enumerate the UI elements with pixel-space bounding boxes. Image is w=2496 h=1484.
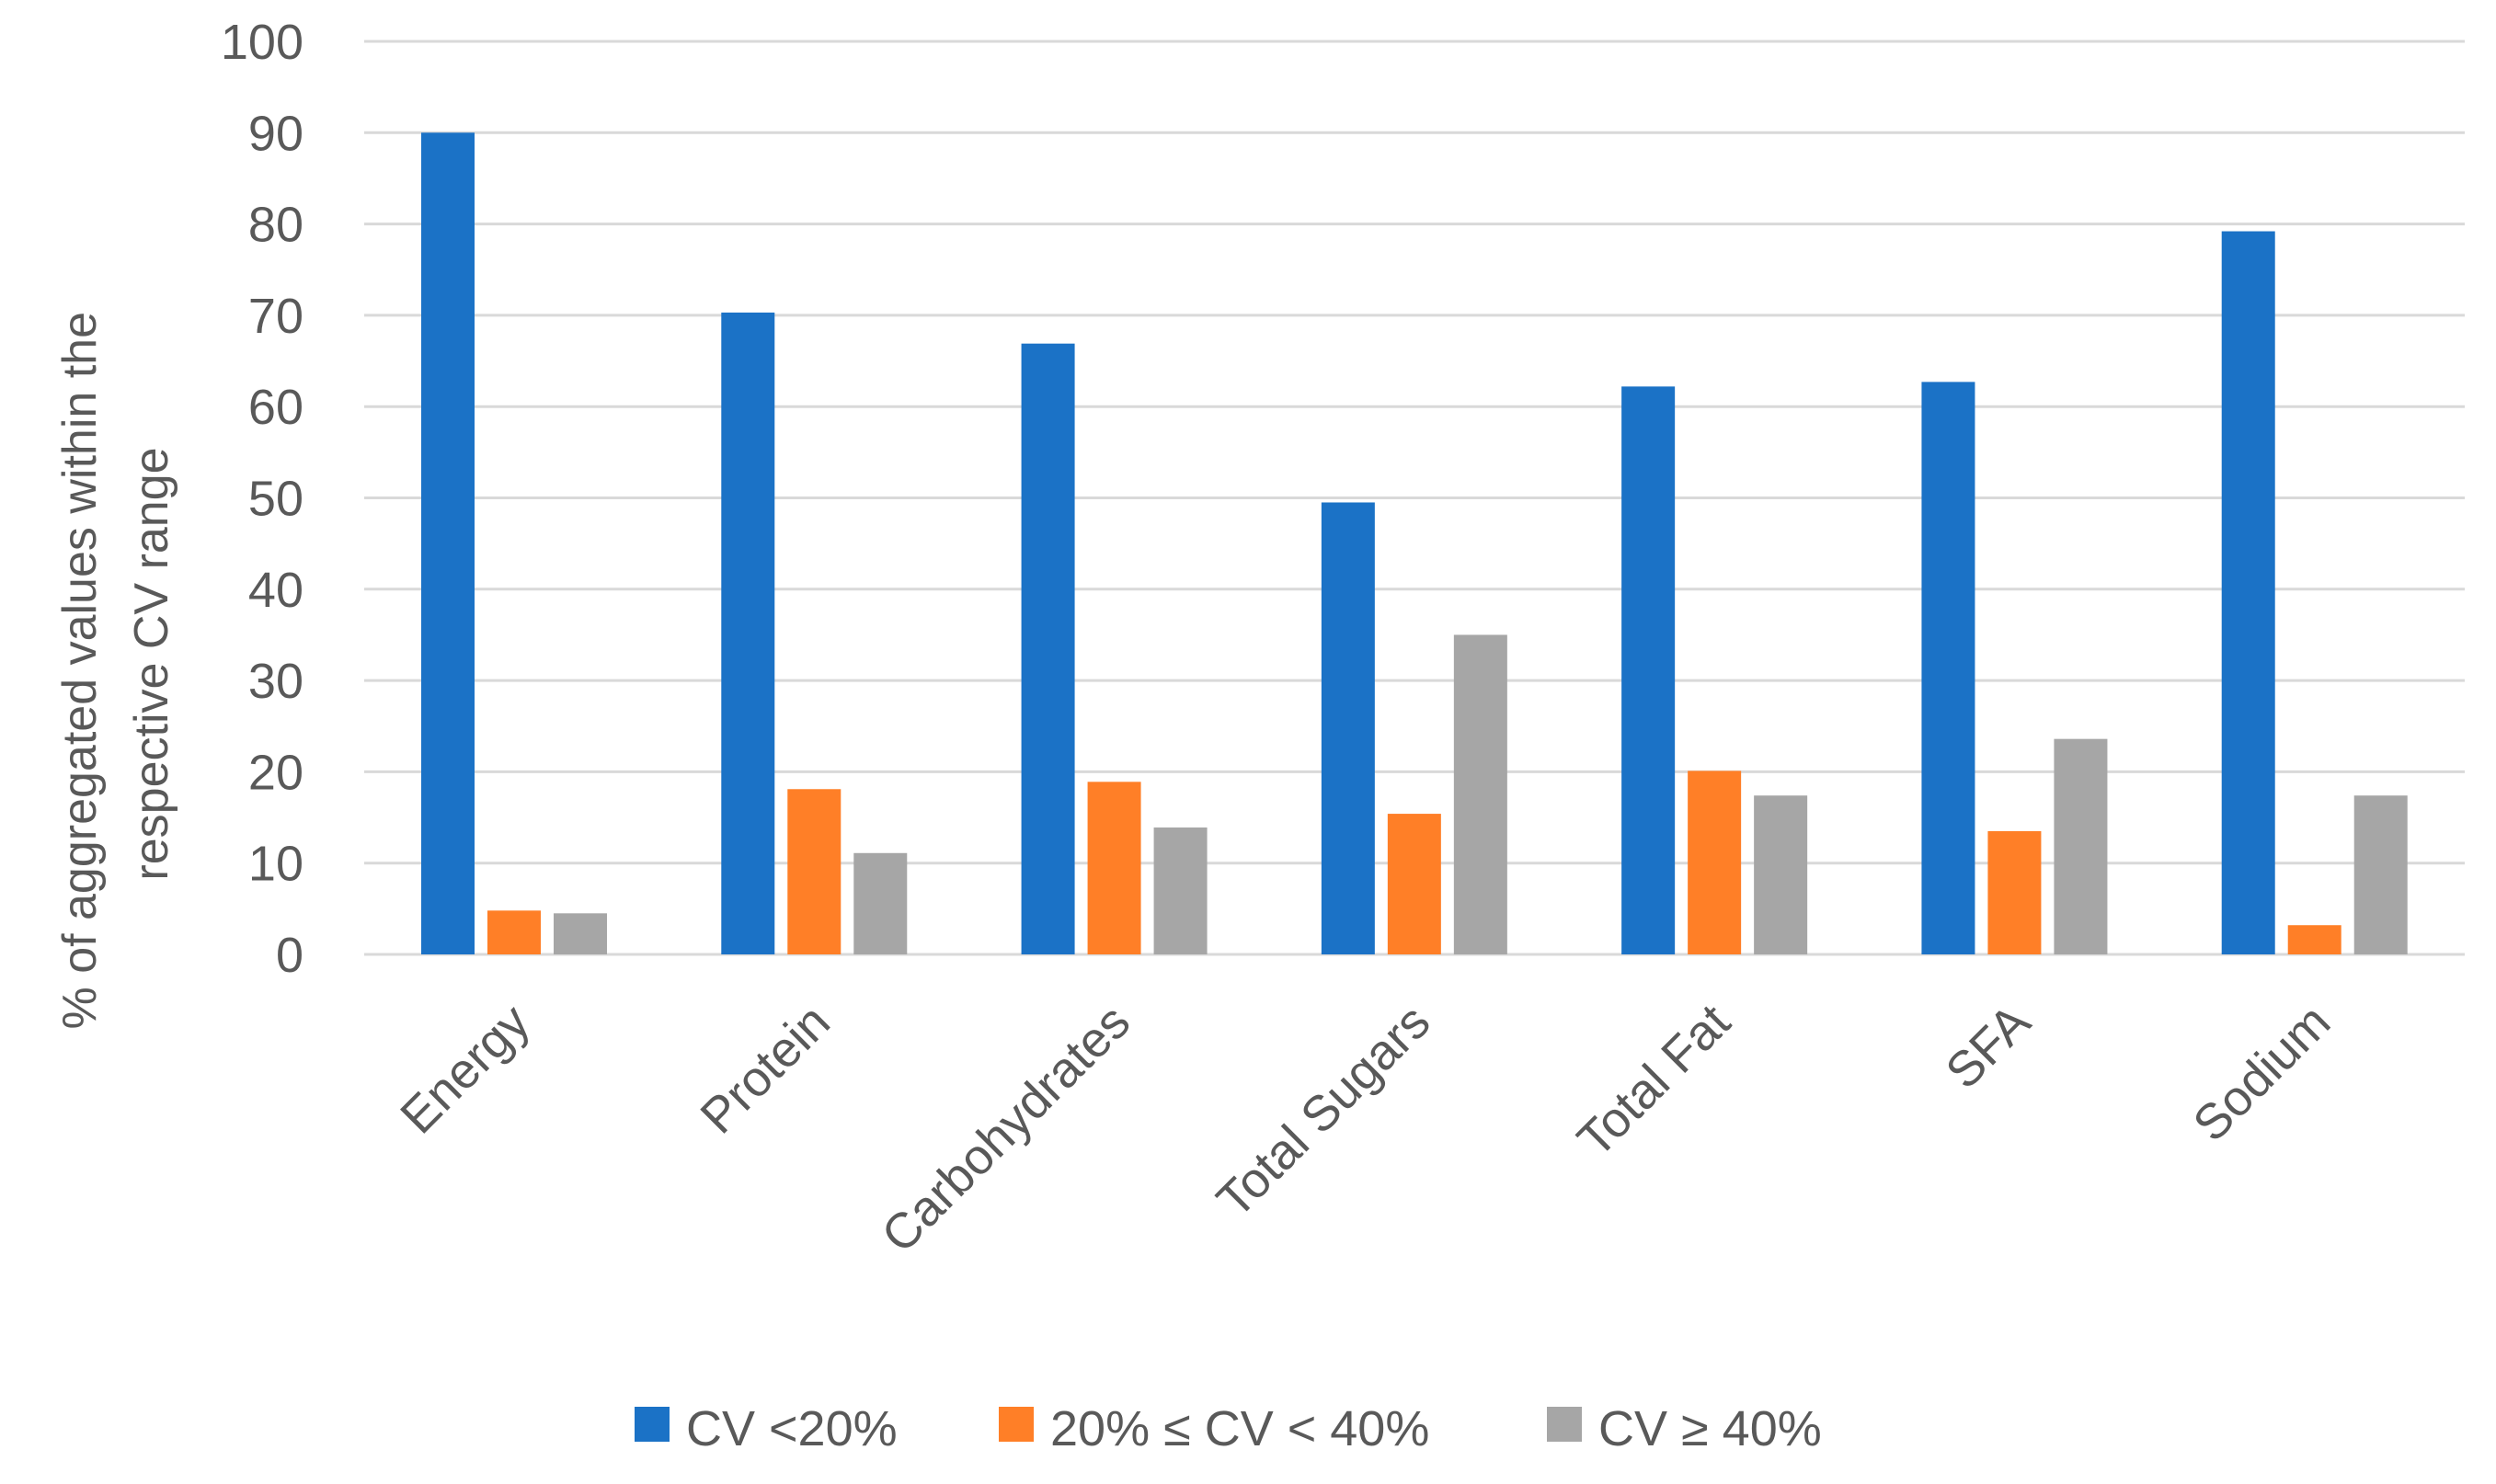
legend-label: 20% ≤ CV < 40% <box>1050 1401 1429 1456</box>
y-tick-label: 0 <box>276 928 303 983</box>
bars <box>421 132 2408 955</box>
x-axis-categories: Energy Protein Carbohydrates Total Sugars To… <box>390 994 2341 1263</box>
bar <box>1688 771 1742 954</box>
bar <box>1621 386 1676 954</box>
bar <box>1754 795 1808 954</box>
y-tick-label: 20 <box>248 745 303 800</box>
bar <box>554 913 607 954</box>
bar <box>853 852 908 954</box>
legend-label: CV <20% <box>686 1401 898 1456</box>
y-tick-label: 90 <box>248 106 303 161</box>
bar <box>1321 502 1375 954</box>
y-axis-label-line-1: % of aggregated values within the <box>53 312 107 1030</box>
legend-swatch <box>999 1407 1034 1442</box>
x-category-label: Energy <box>390 994 540 1144</box>
bar <box>787 789 842 954</box>
legend-swatch <box>635 1407 670 1442</box>
bar <box>487 910 541 954</box>
x-category-label: Protein <box>690 994 840 1144</box>
x-category-label: Total Fat <box>1567 994 1741 1168</box>
y-axis-label-line-2: respective CV range <box>125 447 178 880</box>
bar <box>1921 382 1975 954</box>
y-tick-label: 50 <box>248 472 303 527</box>
x-category-label: SFA <box>1935 994 2041 1100</box>
x-category-label: Total Sugars <box>1207 994 1441 1228</box>
bar <box>1087 782 1141 954</box>
bar <box>1153 827 1208 954</box>
bar <box>2353 795 2408 954</box>
y-axis-ticks: 0 10 20 30 40 50 60 70 80 90 100 <box>221 15 303 983</box>
bar <box>2221 231 2275 954</box>
x-category-label: Sodium <box>2182 994 2341 1152</box>
bar <box>1453 634 1507 954</box>
bar <box>421 132 475 955</box>
y-tick-label: 40 <box>248 563 303 618</box>
y-tick-label: 10 <box>248 837 303 892</box>
gridlines <box>364 40 2465 956</box>
y-tick-label: 70 <box>248 289 303 344</box>
legend: CV <20% 20% ≤ CV < 40% CV ≥ 40% <box>635 1401 1822 1456</box>
bar <box>1987 830 2042 954</box>
y-tick-label: 80 <box>248 198 303 253</box>
legend-swatch <box>1547 1407 1582 1442</box>
y-tick-label: 60 <box>248 380 303 435</box>
bar <box>2287 925 2341 954</box>
bar <box>721 312 775 954</box>
legend-label: CV ≥ 40% <box>1598 1401 1822 1456</box>
bar <box>1021 343 1075 955</box>
bar <box>1387 814 1441 954</box>
bar <box>2054 738 2108 954</box>
y-axis-label: % of aggregated values within the respec… <box>53 299 178 1030</box>
y-tick-label: 30 <box>248 654 303 709</box>
y-tick-label: 100 <box>221 15 303 70</box>
x-category-label: Carbohydrates <box>871 994 1140 1263</box>
